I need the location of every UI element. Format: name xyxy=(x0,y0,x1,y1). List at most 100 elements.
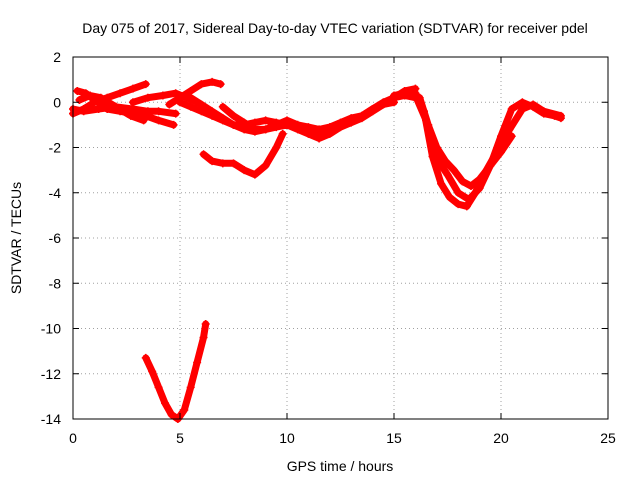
data-point xyxy=(208,157,217,166)
y-tick-label: -6 xyxy=(49,230,62,246)
data-point xyxy=(154,383,163,392)
data-point xyxy=(186,383,195,392)
data-point xyxy=(86,91,95,100)
data-point xyxy=(240,118,249,127)
series-group xyxy=(69,77,565,423)
data-point xyxy=(449,166,458,175)
x-tick-label: 5 xyxy=(176,430,184,446)
y-tick-label: 2 xyxy=(53,49,61,65)
data-point xyxy=(154,116,163,125)
data-point xyxy=(128,98,137,107)
data-point xyxy=(462,202,471,211)
x-tick-label: 0 xyxy=(69,430,77,446)
data-point xyxy=(261,116,270,125)
data-point xyxy=(507,105,516,114)
data-point xyxy=(261,161,270,170)
data-point xyxy=(390,98,398,107)
data-point xyxy=(169,120,178,129)
data-point xyxy=(443,170,452,179)
data-point xyxy=(518,105,527,114)
series-arc-4 xyxy=(75,91,148,125)
data-point xyxy=(143,93,152,102)
data-point xyxy=(128,84,137,93)
data-point xyxy=(161,399,170,408)
data-point xyxy=(445,193,454,202)
series-arc-8 xyxy=(186,84,420,143)
data-point xyxy=(315,129,324,138)
data-point xyxy=(73,86,82,95)
data-point xyxy=(368,105,377,114)
data-point xyxy=(428,152,437,161)
x-tick-label: 15 xyxy=(386,430,402,446)
data-point xyxy=(208,107,217,116)
data-point xyxy=(283,116,291,125)
data-point xyxy=(492,148,501,157)
data-point xyxy=(148,367,157,376)
series-arc-10 xyxy=(199,129,287,179)
data-point xyxy=(193,358,202,367)
data-point xyxy=(229,159,238,168)
data-point xyxy=(336,120,345,129)
data-point xyxy=(278,129,287,138)
data-point xyxy=(458,177,467,186)
data-point xyxy=(96,93,105,102)
data-point xyxy=(229,120,238,129)
y-tick-label: 0 xyxy=(53,94,61,110)
data-point xyxy=(454,200,463,209)
data-point xyxy=(141,353,150,362)
data-point xyxy=(176,98,184,107)
data-point xyxy=(250,125,259,134)
data-point xyxy=(171,89,180,98)
data-point xyxy=(325,127,334,136)
data-point xyxy=(197,100,206,109)
series-arc-6 xyxy=(165,77,225,109)
data-point xyxy=(437,179,446,188)
data-point xyxy=(529,100,538,109)
series-arc-13 xyxy=(411,89,565,211)
data-point xyxy=(158,91,167,100)
data-point xyxy=(116,89,125,98)
data-point xyxy=(208,77,217,86)
data-point xyxy=(154,107,163,116)
data-point xyxy=(471,188,480,197)
data-point xyxy=(139,116,148,125)
x-tick-label: 10 xyxy=(279,430,295,446)
data-point xyxy=(518,98,527,107)
data-point xyxy=(79,105,88,114)
data-point xyxy=(111,102,120,111)
data-point xyxy=(197,80,206,89)
y-tick-label: -8 xyxy=(49,275,62,291)
data-point xyxy=(126,111,135,120)
data-point xyxy=(441,157,450,166)
data-point xyxy=(272,120,281,129)
data-point xyxy=(218,114,227,123)
data-point xyxy=(186,102,195,111)
data-point xyxy=(240,166,249,175)
data-point xyxy=(171,109,180,118)
series-line xyxy=(200,130,287,179)
data-point xyxy=(467,181,476,190)
data-point xyxy=(454,188,463,197)
data-point xyxy=(539,107,548,116)
data-point xyxy=(272,143,281,152)
series-arc-14 xyxy=(141,319,210,423)
data-point xyxy=(556,111,565,120)
data-point xyxy=(479,170,488,179)
data-point xyxy=(357,111,366,120)
data-point xyxy=(199,150,208,159)
data-point xyxy=(419,107,428,116)
data-point xyxy=(103,105,112,114)
chart-title: Day 075 of 2017, Sidereal Day-to-day VTE… xyxy=(82,20,588,36)
data-point xyxy=(261,125,270,134)
data-point xyxy=(229,111,238,120)
data-point xyxy=(411,89,420,98)
x-axis-label: GPS time / hours xyxy=(287,458,394,474)
y-axis-label: SDTVAR / TECUs xyxy=(8,182,24,294)
series-arc-9 xyxy=(218,98,398,138)
data-point xyxy=(75,95,84,104)
data-point xyxy=(186,93,195,102)
data-point xyxy=(379,100,388,109)
data-point xyxy=(167,410,176,419)
